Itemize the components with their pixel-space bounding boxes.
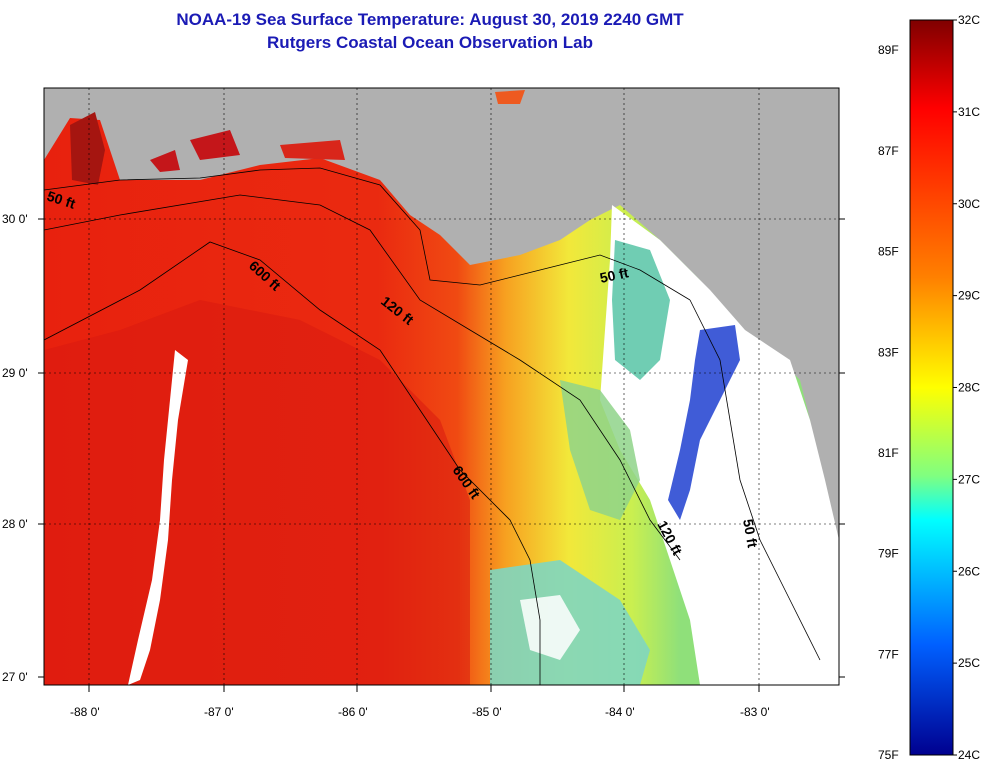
x-tick-label: -87 0' xyxy=(204,705,234,719)
x-tick-label: -84 0' xyxy=(605,705,635,719)
colorbar-celsius-label: 25C xyxy=(958,656,980,670)
axis-ticks xyxy=(38,218,845,692)
x-tick-label: -85 0' xyxy=(472,705,502,719)
y-tick-label: 30 0' xyxy=(2,212,28,226)
depth-contour-600ft xyxy=(44,241,541,685)
y-tick-label: 27 0' xyxy=(2,670,28,684)
depth-contour-50ft-east xyxy=(689,299,821,661)
x-tick-label: -88 0' xyxy=(70,705,100,719)
coastal-bay xyxy=(280,140,345,160)
depth-contour-120ft xyxy=(44,194,681,561)
cloud-streak xyxy=(128,350,188,685)
cool-water xyxy=(560,380,640,520)
colorbar-fahrenheit-label: 77F xyxy=(878,647,899,661)
x-tick-label: -83 0' xyxy=(740,705,770,719)
map-image xyxy=(44,88,839,685)
colorbar-fahrenheit-label: 87F xyxy=(878,144,899,158)
coastal-bay xyxy=(495,90,525,104)
colorbar-celsius-label: 31C xyxy=(958,105,980,119)
coastal-bay xyxy=(190,130,240,160)
cool-water xyxy=(612,240,670,380)
colorbar-fahrenheit-label: 83F xyxy=(878,345,899,359)
colorbar-fahrenheit-label: 81F xyxy=(878,446,899,460)
x-tick-label: -86 0' xyxy=(338,705,368,719)
contour-label: 50 ft xyxy=(598,264,630,286)
chart-title: NOAA-19 Sea Surface Temperature: August … xyxy=(176,10,684,29)
colorbar-fahrenheit-label: 85F xyxy=(878,245,899,259)
colorbar-celsius-label: 30C xyxy=(958,197,980,211)
colorbar-fahrenheit-label: 79F xyxy=(878,547,899,561)
colorbar-labels: 32C 31C 30C 29C 28C 27C 26C 25C 24C 89F 87F 85F 83F 8… xyxy=(878,13,980,762)
map-frame xyxy=(43,87,840,686)
colorbar-celsius-label: 28C xyxy=(958,381,980,395)
y-tick-label: 28 0' xyxy=(2,517,28,531)
colorbar-fahrenheit-label: 89F xyxy=(878,43,899,57)
coastal-bay xyxy=(150,150,180,172)
colorbar xyxy=(909,19,954,756)
colorbar-fahrenheit-label: 75F xyxy=(878,748,899,762)
coastal-bay xyxy=(70,112,105,185)
colorbar-celsius-label: 26C xyxy=(958,564,980,578)
colorbar-celsius-label: 24C xyxy=(958,748,980,762)
depth-contour-50ft xyxy=(44,167,691,301)
colorbar-celsius-label: 29C xyxy=(958,289,980,303)
colorbar-celsius-label: 27C xyxy=(958,472,980,486)
cloud-mask xyxy=(520,595,580,660)
chart-subtitle: Rutgers Coastal Ocean Observation Lab xyxy=(267,33,593,52)
colorbar-celsius-label: 32C xyxy=(958,13,980,27)
contour-label: 50 ft xyxy=(740,518,761,549)
y-tick-label: 29 0' xyxy=(2,366,28,380)
